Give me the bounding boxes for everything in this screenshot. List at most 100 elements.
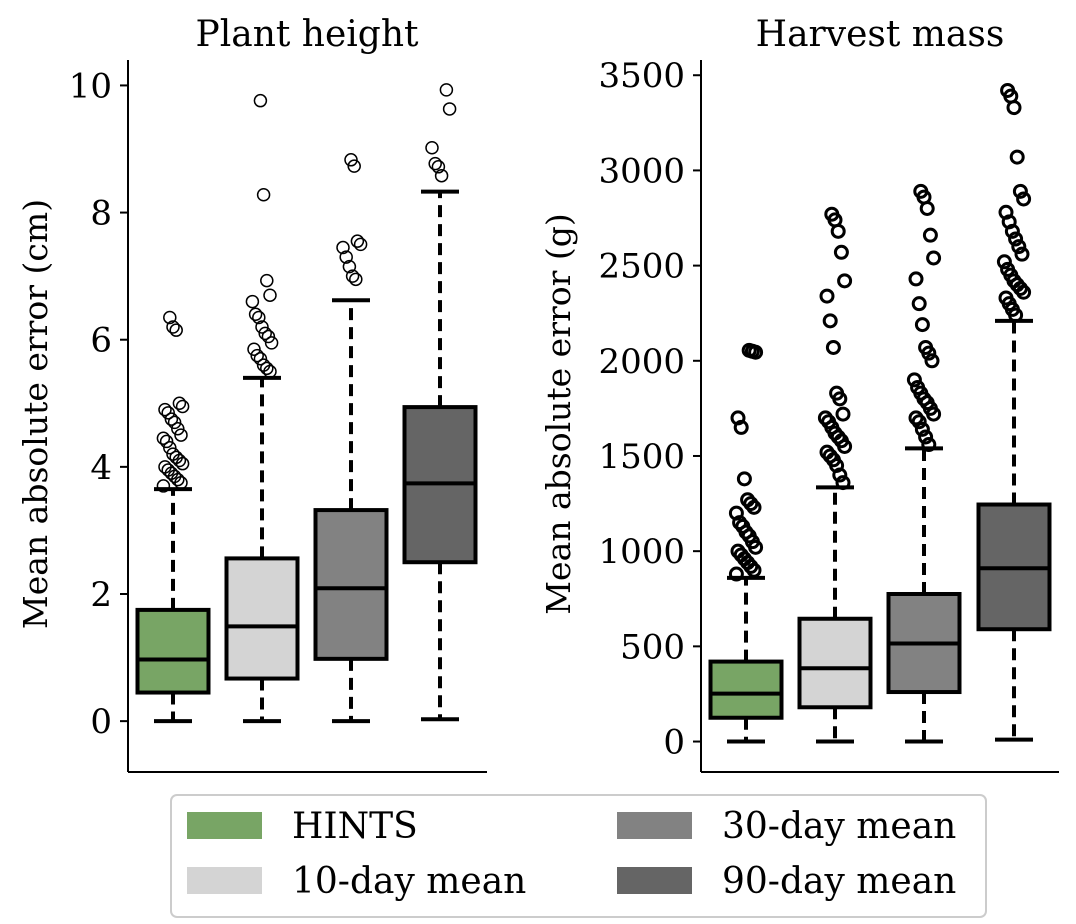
outlier-point [1000,261,1016,277]
panel-harvest-mass: Harvest mass Mean absolute error (g) 0 50… [539,14,1059,773]
outlier-point [255,320,269,334]
outlier-point [156,479,171,493]
box-iqr [797,616,873,710]
legend-label-10-day-mean: 10-day mean [292,861,526,902]
outlier-point [1008,231,1024,247]
outlier-point [158,402,172,417]
outlier-point [908,410,924,426]
box-iqr [313,508,389,661]
outlier-point [728,566,744,582]
outlier-point [261,329,276,344]
outlier-point [353,237,368,252]
panel-title-harvest-mass: Harvest mass [756,14,1005,55]
outlier-point [442,102,457,116]
outlier-point [825,339,841,355]
y-tick-label: 2 [90,575,112,615]
plot-area-harvest-mass: 0 500 1000 1500 2000 2500 3000 3500 [598,56,1059,773]
outlier-point [431,160,446,174]
outlier-point [835,475,851,491]
outlier-point [260,361,274,376]
box-30-day-mean [886,183,962,744]
outlier-point [822,313,838,329]
outlier-point [344,153,358,167]
outlier-point [169,450,183,465]
box-hints [135,310,211,724]
outlier-point [163,441,177,455]
outlier-point [824,206,840,222]
outlier-point [741,342,757,358]
outlier-point [425,140,439,155]
outlier-point [906,372,922,388]
legend-swatch-90-day-mean [617,867,692,894]
legend-swatch-30-day-mean [617,812,692,839]
outlier-point [349,272,363,287]
outlier-point [1000,82,1016,98]
outlier-point [728,505,744,521]
outlier-point [910,379,926,395]
legend-label-90-day-mean: 90-day mean [722,861,956,902]
outlier-point [835,406,851,422]
y-tick-label: 0 [663,723,685,763]
outlier-point [921,437,937,453]
outlier-point [837,273,853,289]
outlier-point [161,463,175,477]
outlier-point [1016,191,1032,207]
outlier-point [156,431,171,445]
y-tick-label: 1000 [598,532,685,572]
outlier-point [174,428,188,442]
outlier-point [819,444,835,460]
outlier-point [171,421,185,436]
outlier-point [166,320,180,334]
outlier-point [428,156,442,171]
outlier-point [1009,149,1025,165]
outlier-point [740,492,756,508]
outlier-point [914,421,930,437]
outlier-point [169,323,183,337]
box-iqr [708,659,784,720]
y-tick-label: 3000 [598,151,685,191]
outlier-point [817,410,833,426]
y-axis-label-harvest-mass: Mean absolute error (g) [539,213,578,615]
outlier-point [924,353,940,369]
outlier-point [166,447,180,461]
outlier-point [439,83,454,97]
legend-label-hints: HINTS [292,806,418,847]
outlier-point [256,188,271,202]
outlier-point [161,406,175,420]
outlier-point [998,204,1014,220]
outlier-point [342,259,357,274]
outlier-point [1012,183,1028,199]
y-tick-label: 500 [620,627,685,667]
outlier-point [736,471,752,487]
box-iqr [135,607,211,695]
outlier-point [339,250,353,264]
box-hints [708,342,784,744]
outlier-point [263,288,277,302]
legend-swatch-10-day-mean [187,867,262,894]
outlier-point [833,244,849,260]
outlier-point [248,307,263,322]
outlier-point [172,396,187,411]
outlier-point [336,240,350,255]
box-10-day-mean [224,93,300,724]
outlier-point [926,250,942,266]
box-30-day-mean [313,153,389,724]
outlier-point [163,310,177,325]
panel-plant-height: Plant height Mean absolute error (cm) 0 2… [16,14,487,773]
outlier-point [819,288,835,304]
outlier-point [247,342,261,356]
outlier-point [260,273,274,288]
outlier-point [264,336,279,350]
outlier-point [245,294,260,309]
outlier-point [345,269,360,283]
y-tick-label: 8 [90,194,112,234]
outlier-point [350,234,365,248]
outlier-point [911,296,927,312]
outlier-point [730,543,746,559]
y-tick-label: 0 [90,702,112,742]
y-tick-label: 10 [69,66,112,106]
outlier-point [253,352,268,366]
y-tick-label: 3500 [598,56,685,96]
outlier-point [913,183,929,199]
